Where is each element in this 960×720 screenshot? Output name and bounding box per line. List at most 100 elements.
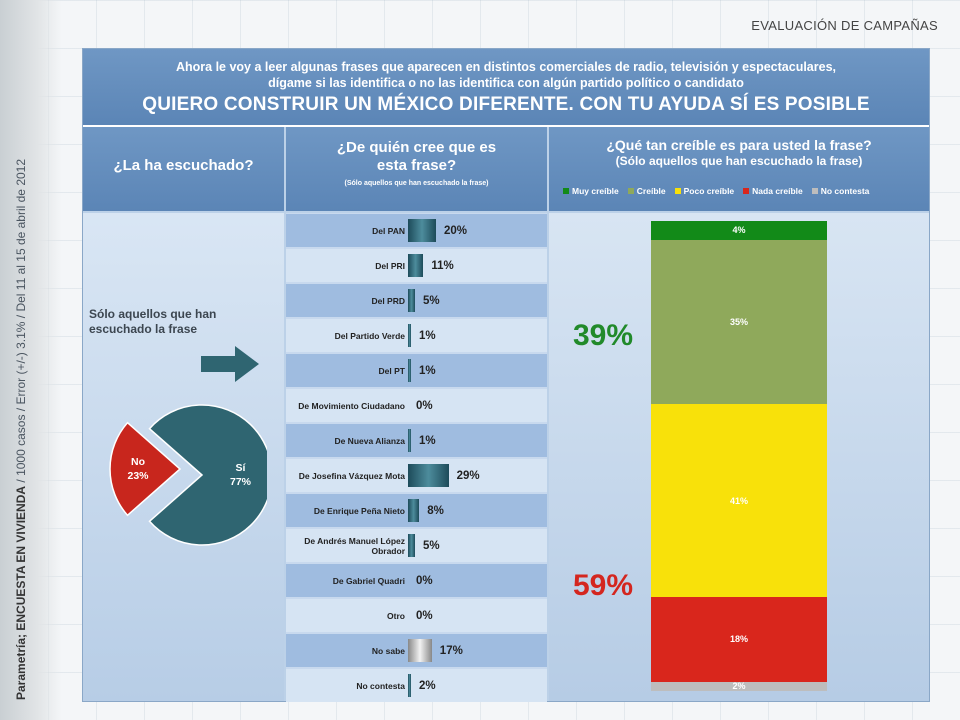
whose-subtitle: (Sólo aquellos que han escuchado la fras…: [344, 180, 489, 187]
stack-segment: 35%: [651, 239, 827, 405]
bar-value-label: 1%: [419, 434, 436, 447]
slogan-title: QUIERO CONSTRUIR UN MÉXICO DIFERENTE. CO…: [142, 94, 870, 115]
bar: [408, 464, 449, 487]
credible-panel: 39% 59% 4% 35% 41% 18% 2%: [549, 213, 929, 701]
bar-row: De Nueva Alianza 1%: [286, 424, 547, 457]
bar-value-label: 11%: [431, 259, 454, 272]
bar-row: De Movimiento Ciudadano 0%: [286, 389, 547, 422]
question-line-1: Ahora le voy a leer algunas frases que a…: [175, 60, 836, 74]
filter-note: Sólo aquellos que han escuchado la frase: [89, 307, 217, 336]
question-header: Ahora le voy a leer algunas frases que a…: [83, 49, 929, 127]
legend-item: Nada creíble: [743, 186, 803, 196]
legend-label: Poco creíble: [683, 186, 735, 196]
whose-column-header: ¿De quién cree que es esta frase? (Sólo …: [286, 127, 547, 211]
stack-segment: 4%: [651, 221, 827, 240]
bar: [408, 429, 411, 452]
legend-swatch: [743, 188, 750, 194]
bar-value-label: 17%: [439, 644, 463, 657]
bar-value-label: 1%: [419, 364, 436, 377]
bar-value-label: 0%: [416, 399, 433, 412]
bar-value-label: 8%: [427, 504, 444, 517]
infographic-frame: Ahora le voy a leer algunas frases que a…: [82, 48, 930, 702]
bar: [408, 289, 415, 312]
legend-label: Nada creíble: [752, 186, 803, 196]
bar-category-label: De Josefina Vázquez Mota: [298, 470, 405, 481]
legend-item: Poco creíble: [674, 186, 735, 196]
bar-row: De Enrique Peña Nieto 8%: [286, 494, 547, 527]
bar: [408, 324, 411, 347]
pie-slice: [148, 404, 267, 546]
legend-item: Creíble: [627, 186, 666, 196]
positive-total: 39%: [573, 319, 634, 352]
credible-title: ¿Qué tan creíble es para usted la frase?: [606, 137, 872, 153]
bar-row: No sabe 17%: [286, 634, 547, 667]
bar-category-label: Del PRI: [375, 260, 405, 271]
heard-column-header: ¿La ha escuchado?: [83, 127, 284, 211]
side-caption-detail: / 1000 casos / Error (+/-) 3.1% / Del 11…: [14, 158, 28, 486]
bar-row: Del PAN 20%: [286, 214, 547, 247]
bar-value-label: 5%: [423, 294, 440, 307]
bar: [408, 674, 411, 697]
bar-value-label: 20%: [444, 224, 468, 237]
bar-category-label: De Nueva Alianza: [334, 435, 405, 446]
stack-segment: 18%: [651, 597, 827, 682]
bar: [408, 359, 411, 382]
heard-panel: Sólo aquellos que han escuchado la frase…: [83, 213, 284, 701]
pie-slice-name: No: [131, 456, 145, 468]
bar-category-label: Del PT: [378, 365, 405, 376]
bar-value-label: 0%: [416, 574, 433, 587]
bar: [408, 219, 436, 242]
question-line-2: dígame si las identifica o no las identi…: [268, 76, 744, 90]
credible-subtitle: (Sólo aquellos que han escuchado la fras…: [615, 154, 863, 168]
decorative-tree-strip: [0, 0, 62, 720]
bar-row: Otro 0%: [286, 599, 547, 632]
bar-category-label: De Andrés Manuel López Obrador: [304, 535, 405, 556]
pie-slice-label: 77%: [230, 476, 252, 488]
credible-column-header: ¿Qué tan creíble es para usted la frase?…: [549, 127, 929, 211]
heard-pie-chart: Sí 77% No 23%: [109, 404, 267, 546]
bar: [408, 254, 424, 277]
pie-slice-name: Sí: [236, 462, 247, 474]
pie-slice-label: 23%: [127, 470, 149, 482]
bar-value-label: 29%: [456, 469, 480, 482]
bar-row: De Gabriel Quadri 0%: [286, 564, 547, 597]
bar-category-label: De Movimiento Ciudadano: [298, 400, 405, 411]
legend-swatch: [563, 188, 569, 194]
bar-row: De Andrés Manuel López Obrador 5%: [286, 529, 547, 562]
bar-category-label: No sabe: [371, 645, 405, 656]
bar-category-label: Del Partido Verde: [334, 330, 405, 341]
credible-stacked-bar: 4% 35% 41% 18% 2%: [651, 221, 827, 691]
bar: [408, 499, 420, 522]
bar-row: De Josefina Vázquez Mota 29%: [286, 459, 547, 492]
pie-slice: [109, 421, 182, 517]
stack-segment: 41%: [651, 404, 827, 597]
arrow-right-icon: [201, 346, 259, 382]
bar-category-label: No contesta: [356, 680, 405, 691]
bar-category-label: De Gabriel Quadri: [332, 575, 405, 586]
bar-category-label: De Enrique Peña Nieto: [313, 505, 405, 516]
legend-swatch: [811, 188, 818, 194]
bar-row: Del PT 1%: [286, 354, 547, 387]
bar-value-label: 2%: [419, 679, 436, 692]
bar-row: No contesta 2%: [286, 669, 547, 702]
side-caption: Parametría; ENCUESTA EN VIVIENDA / 1000 …: [14, 30, 28, 700]
bar-row: Del PRI 11%: [286, 249, 547, 282]
bar-category-label: Del PAN: [372, 225, 405, 236]
bar: [408, 534, 415, 557]
whose-bar-chart: Del PAN 20% Del PRI 11% Del PRD 5% Del Partido…: [286, 213, 547, 702]
whose-title-1: ¿De quién cree que es: [336, 139, 497, 156]
heard-title: ¿La ha escuchado?: [113, 157, 254, 174]
bar-value-label: 1%: [419, 329, 436, 342]
bar-category-label: Del PRD: [371, 295, 405, 306]
bar-row: Del PRD 5%: [286, 284, 547, 317]
legend-label: Creíble: [636, 186, 666, 196]
credible-legend: Muy creíble Creíble Poco creíble Nada creíb…: [563, 186, 869, 196]
legend-item: No contesta: [811, 186, 870, 196]
bar-row: Del Partido Verde 1%: [286, 319, 547, 352]
whose-title-2: esta frase?: [376, 157, 457, 174]
bar: [408, 639, 432, 662]
bar-value-label: 5%: [423, 539, 440, 552]
stack-segment: 2%: [651, 681, 827, 691]
legend-swatch: [674, 188, 681, 194]
legend-label: No contesta: [820, 186, 870, 196]
